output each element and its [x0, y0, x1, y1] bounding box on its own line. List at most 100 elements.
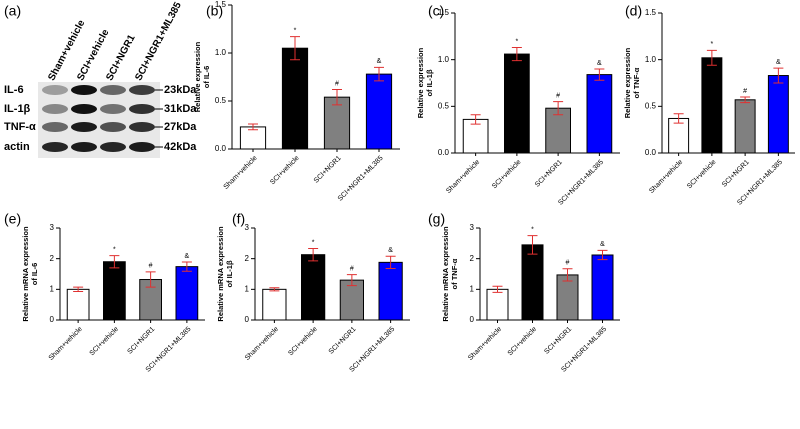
- y-tick-label: 1: [245, 284, 250, 293]
- error-bar: [492, 285, 503, 293]
- annotation: *: [312, 239, 315, 246]
- bar: [66, 288, 90, 321]
- band: [42, 122, 68, 132]
- y-axis-label: Relative expression: [416, 47, 425, 118]
- y-tick-label: 0.5: [215, 96, 227, 105]
- y-tick-label: 3: [470, 223, 475, 232]
- x-tick-label: SCI+NGR1+ML385: [348, 326, 396, 374]
- y-tick-label: 1.0: [645, 55, 657, 64]
- band: [129, 104, 155, 114]
- x-tick-label: SCI+NGR1: [543, 326, 573, 356]
- y-axis-label: Relative expression: [193, 41, 202, 112]
- error-bar: [109, 255, 120, 269]
- bar: [281, 47, 309, 150]
- y-tick-label: 2: [50, 254, 55, 263]
- y-tick-label: 1.5: [215, 0, 227, 9]
- error-bar: [470, 114, 481, 125]
- annotation: *: [294, 28, 297, 35]
- band: [129, 122, 155, 132]
- y-tick-label: 0.0: [645, 148, 657, 157]
- bar: [486, 288, 509, 321]
- band: [129, 142, 155, 152]
- error-bar: [308, 248, 319, 262]
- error-bar: [145, 271, 156, 288]
- lane-label: SCI+NGR1: [104, 33, 138, 83]
- error-bar: [511, 47, 522, 62]
- y-tick-label: 2: [470, 254, 475, 263]
- error-bar: [248, 123, 258, 131]
- row-label: IL-6: [4, 84, 24, 96]
- band: [42, 104, 68, 114]
- x-tick-label: SCI+NGR1: [328, 326, 358, 356]
- x-tick-label: SCI+vehicle: [89, 326, 121, 358]
- annotation: *: [113, 246, 116, 253]
- bar: [262, 288, 287, 321]
- y-tick-label: 2: [245, 254, 250, 263]
- annotation: *: [531, 227, 534, 234]
- bar: [462, 118, 489, 154]
- y-tick-label: 1: [50, 284, 55, 293]
- y-axis-label: Relative mRNA expression: [216, 226, 225, 322]
- bar: [556, 274, 579, 321]
- annotation: *: [516, 38, 519, 45]
- band: [71, 85, 97, 95]
- x-tick-label: SCI+NGR1: [126, 326, 156, 356]
- band: [42, 85, 68, 95]
- error-bar: [773, 67, 784, 84]
- y-tick-label: 1.0: [215, 48, 227, 57]
- error-bar: [269, 287, 280, 292]
- annotation: #: [566, 260, 570, 267]
- x-tick-label: Sham+vehicle: [48, 326, 84, 362]
- bar: [586, 74, 613, 154]
- x-tick-label: SCI+vehicle: [491, 159, 523, 191]
- annotation: &: [388, 247, 393, 254]
- y-tick-label: 3: [245, 223, 250, 232]
- y-axis-label: of IL-6: [30, 263, 39, 286]
- error-bar: [562, 268, 573, 282]
- error-bar: [290, 36, 300, 61]
- error-bar: [181, 261, 192, 272]
- error-bar: [527, 235, 538, 255]
- x-tick-label: SCI+vehicle: [287, 326, 319, 358]
- y-tick-label: 1.5: [645, 8, 657, 17]
- panel-label: (g): [428, 211, 445, 227]
- row-label: actin: [4, 141, 30, 153]
- annotation: #: [149, 263, 153, 270]
- error-bar: [332, 88, 342, 106]
- bar: [504, 53, 530, 154]
- annotation: &: [185, 253, 190, 260]
- x-tick-label: Sham+vehicle: [244, 326, 280, 362]
- band: [100, 104, 126, 114]
- panel-label: (d): [625, 3, 642, 19]
- annotation: #: [335, 80, 339, 87]
- band: [71, 122, 97, 132]
- y-tick-label: 0.5: [438, 101, 450, 110]
- size-label: 23kDa: [164, 84, 197, 96]
- annotation: &: [600, 241, 605, 248]
- y-tick-label: 0: [245, 315, 250, 324]
- panel-label: (c): [428, 3, 444, 19]
- x-tick-label: SCI+NGR1+ML385: [557, 159, 605, 207]
- annotation: #: [743, 88, 747, 95]
- band: [71, 104, 97, 114]
- y-tick-label: 1.0: [438, 55, 450, 64]
- bar: [668, 117, 690, 154]
- bar: [301, 254, 326, 321]
- error-bar: [385, 255, 396, 269]
- error-bar: [706, 49, 717, 66]
- x-tick-label: SCI+NGR1+ML385: [337, 155, 385, 203]
- band: [129, 85, 155, 95]
- band: [100, 122, 126, 132]
- bar: [734, 99, 756, 154]
- y-axis-label: Relative expression: [623, 47, 632, 118]
- bar: [521, 244, 544, 321]
- error-bar: [673, 113, 684, 124]
- bar: [103, 261, 126, 321]
- y-axis-label: of IL-1β: [425, 69, 434, 96]
- band: [71, 142, 97, 152]
- y-axis-label: of IL-6: [202, 66, 211, 89]
- y-tick-label: 0.5: [645, 101, 657, 110]
- bar: [767, 75, 789, 154]
- annotation: #: [350, 265, 354, 272]
